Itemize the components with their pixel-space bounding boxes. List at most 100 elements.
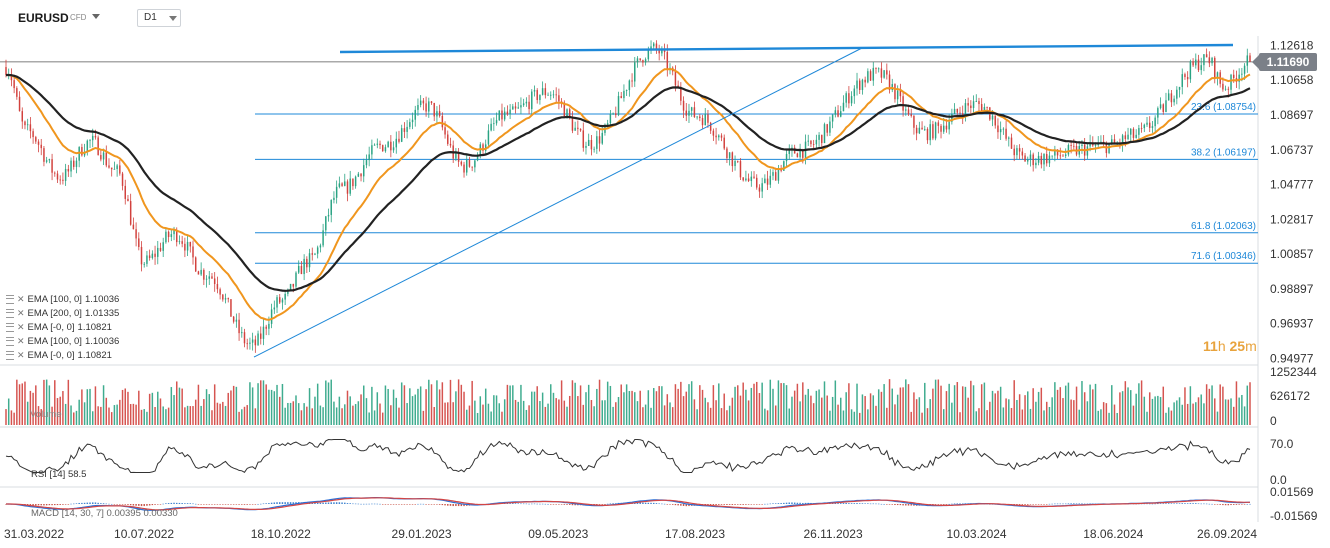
macd-histogram-bar [436,504,438,505]
volume-bar [674,384,677,425]
macd-histogram-bar [663,503,666,505]
candle-body [547,94,549,96]
indicator-legend-row[interactable]: ✕ EMA [-0, 0] 1.10821 [6,348,119,362]
volume-bar [750,387,753,425]
candle-body [463,164,465,173]
candle-body [818,134,820,140]
macd-histogram-bar [409,504,411,505]
macd-histogram-bar [677,504,679,506]
candle-body [1140,128,1143,129]
volume-bar [390,405,392,425]
volume-bar [1165,412,1167,425]
candle-body [1173,98,1175,103]
close-icon[interactable]: ✕ [17,321,25,332]
candle-body [213,278,216,285]
menu-icon[interactable] [6,308,14,318]
macd-histogram-bar [381,504,384,505]
candle-body [853,88,856,97]
close-icon[interactable]: ✕ [17,349,25,360]
candle-body [707,114,709,123]
volume-bar [414,394,416,425]
candle-body [1067,145,1070,155]
candle-body [203,269,205,280]
volume-bar [951,402,953,425]
macd-histogram-bar [460,504,463,507]
indicator-legend-row[interactable]: ✕ EMA [-0, 0] 1.10821 [6,320,119,334]
menu-icon[interactable] [6,350,14,360]
candle-body [151,253,154,258]
candle-body [471,166,473,168]
candle-body [907,109,910,115]
macd-histogram-bar [365,503,368,505]
candle-body [880,68,883,78]
close-icon[interactable]: ✕ [17,307,25,318]
macd-histogram-bar [235,504,238,505]
menu-icon[interactable] [6,294,14,304]
candle-body [766,178,769,185]
volume-bar [601,400,603,425]
volume-bar [1070,399,1072,425]
indicator-legend-row[interactable]: ✕ EMA [100, 0] 1.10036 [6,334,119,348]
symbol-label[interactable]: EURUSD [18,11,69,25]
macd-histogram-bar [612,503,614,504]
macd-histogram-bar [295,502,297,504]
macd-histogram-bar [86,502,89,504]
macd-histogram-bar [395,504,398,505]
menu-icon[interactable] [6,336,14,346]
volume-bar [669,402,671,425]
macd-histogram-bar [176,502,178,504]
candle-body [528,101,530,110]
volume-bar [991,390,994,425]
volume-bar [793,390,796,425]
candle-body [281,299,284,303]
candle-body [400,128,403,142]
candle-body [921,127,923,130]
candle-body [821,134,823,144]
indicator-legend-row[interactable]: ✕ EMA [100, 0] 1.10036 [6,292,119,306]
candle-body [734,160,736,167]
macd-histogram-bar [48,504,51,506]
macd-histogram-bar [1018,504,1021,505]
volume-bar [7,398,10,425]
candle-body [568,109,571,118]
macd-histogram-bar [867,503,869,504]
close-icon[interactable]: ✕ [17,293,25,304]
candle-body [297,265,300,273]
candle-body [308,253,311,268]
volume-bar [86,389,89,425]
candle-body [926,129,929,141]
macd-histogram-bar [737,504,739,505]
macd-histogram-bar [772,503,774,504]
candle-body [845,93,847,103]
candle-body [29,124,32,132]
volume-bar [907,384,910,425]
volume-bar [766,410,769,425]
close-icon[interactable]: ✕ [17,335,25,346]
timeframe-select[interactable]: D1 [137,9,181,27]
volume-bar [617,397,620,425]
volume-bar [666,394,669,425]
symbol-dropdown-icon[interactable] [92,14,100,19]
volume-bar [541,392,544,425]
volume-bar [192,406,194,425]
price-tick-label: 0.98897 [1270,282,1314,296]
volume-bar [108,407,110,425]
macd-histogram-bar [91,502,94,504]
indicator-legend-row[interactable]: ✕ EMA [200, 0] 1.01335 [6,306,119,320]
candle-body [731,152,734,167]
candle-body [270,309,273,324]
volume-bar [159,398,162,425]
candle-body [24,121,26,126]
volume-bar [1097,410,1099,425]
macd-histogram-bar [403,504,406,505]
candle-body [945,125,948,130]
menu-icon[interactable] [6,322,14,332]
macd-histogram-bar [398,504,400,505]
volume-bar [449,379,452,425]
volume-bar [1016,400,1018,425]
volume-bar [1178,397,1181,425]
volume-bar [281,383,284,425]
candle-body [539,94,541,101]
macd-histogram-bar [1151,503,1154,505]
